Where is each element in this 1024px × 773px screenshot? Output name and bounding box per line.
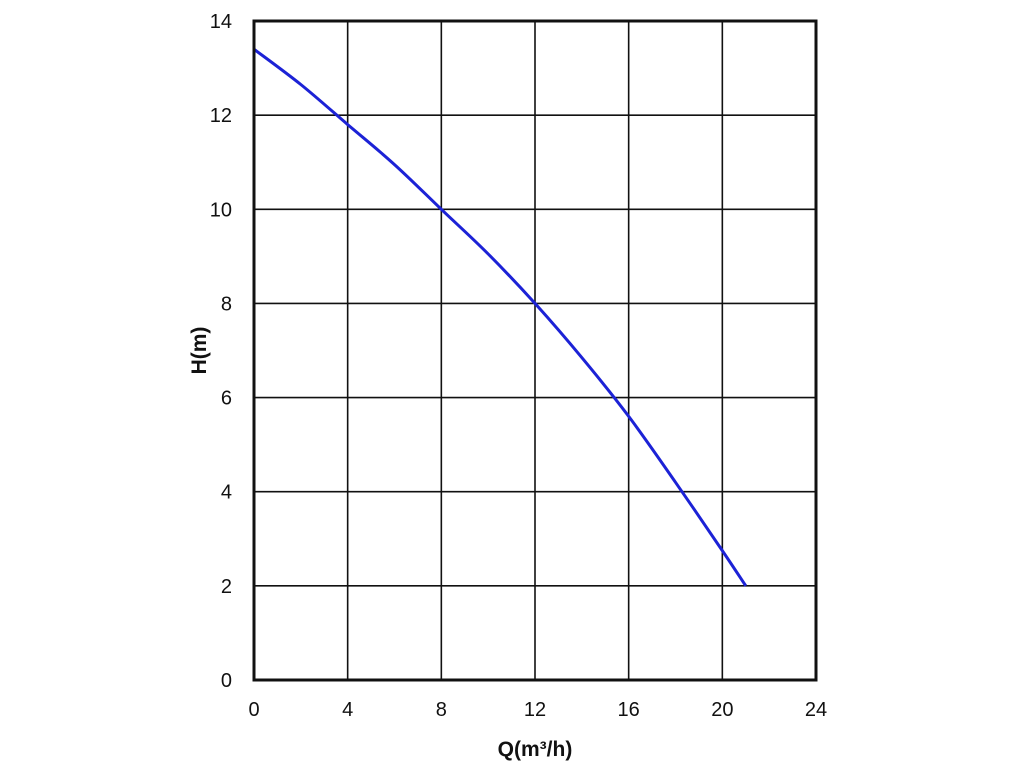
y-tick-label: 10 [210,199,232,221]
plot-area-frame [252,19,818,682]
series-line-pump-curve [253,48,748,587]
x-tick-label: 8 [436,699,447,721]
y-tick-label: 14 [210,11,232,33]
y-tick-label: 2 [221,576,232,598]
y-axis-ticks: 0 2 4 6 8 10 12 14 [210,11,232,692]
grid-lines [253,20,817,681]
x-axis-ticks: 0 4 8 12 16 20 24 [248,699,827,721]
y-axis-title: H(m) [188,327,211,375]
x-tick-label: 16 [618,699,640,721]
x-tick-label: 4 [342,699,353,721]
y-tick-label: 0 [221,670,232,692]
x-tick-label: 24 [805,699,827,721]
x-tick-label: 20 [711,699,733,721]
x-axis-title: Q(m³/h) [498,738,573,761]
x-tick-label: 12 [524,699,546,721]
y-tick-label: 12 [210,105,232,127]
y-tick-label: 8 [221,293,232,315]
y-tick-label: 6 [221,388,232,410]
y-tick-label: 4 [221,482,232,504]
series-layer [253,48,748,587]
x-tick-label: 0 [248,699,259,721]
